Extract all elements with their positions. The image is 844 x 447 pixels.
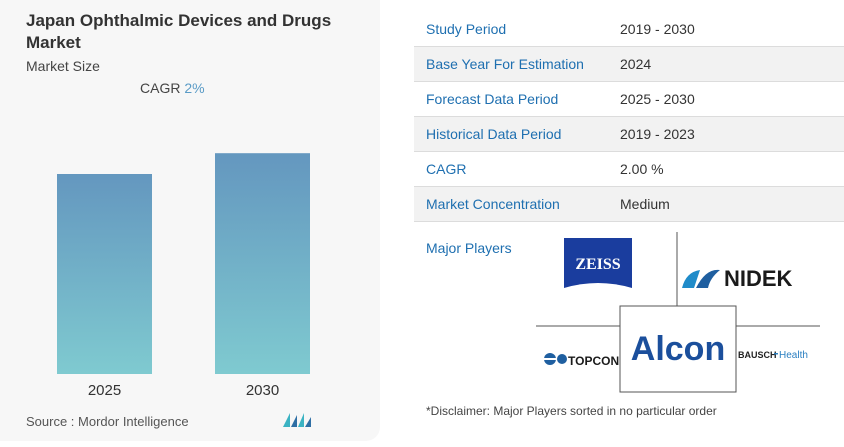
source-note: Source : Mordor Intelligence (26, 414, 189, 429)
table-key: Market Concentration (426, 196, 560, 212)
mordor-logo-icon (283, 413, 311, 427)
table-value: 2.00 % (620, 161, 664, 177)
bar-2025 (57, 174, 152, 374)
table-row: Market Concentration Medium (414, 187, 844, 222)
major-players-logos: ZEISS NIDEK TOPCON Alcon BAUSCH Health (536, 232, 820, 393)
table-row: CAGR 2.00 % (414, 152, 844, 187)
table-row: Base Year For Estimation 2024 (414, 47, 844, 82)
table-row: Study Period 2019 - 2030 (414, 12, 844, 47)
table-key: Study Period (426, 21, 507, 37)
nidek-text: NIDEK (724, 266, 793, 291)
table-key: Historical Data Period (426, 126, 562, 142)
cagr-label: CAGR 2% (140, 80, 205, 96)
table-value: 2025 - 2030 (620, 91, 695, 107)
cagr-value: 2% (184, 80, 205, 96)
zeiss-text: ZEISS (575, 256, 620, 273)
table-value: 2019 - 2023 (620, 126, 695, 142)
x-tick-label: 2025 (88, 382, 121, 399)
topcon-logo-icon: TOPCON (544, 353, 619, 368)
table-key: Forecast Data Period (426, 91, 559, 107)
alcon-logo-text: Alcon (631, 330, 725, 368)
bausch-text: BAUSCH (738, 350, 777, 360)
table-value: 2019 - 2030 (620, 21, 695, 37)
zeiss-logo-icon: ZEISS (564, 238, 632, 302)
disclaimer-note: *Disclaimer: Major Players sorted in no … (426, 404, 717, 418)
table-value: 2024 (620, 56, 652, 72)
table-row: Forecast Data Period 2025 - 2030 (414, 82, 844, 117)
table-key: Base Year For Estimation (426, 56, 584, 72)
chart-title: Japan Ophthalmic Devices and Drugs Marke… (26, 11, 332, 52)
major-players-label: Major Players (426, 240, 512, 256)
bar-2030 (215, 153, 310, 374)
bausch-health-logo-icon: BAUSCH Health (738, 350, 808, 361)
health-text: Health (779, 350, 808, 361)
table-row: Historical Data Period 2019 - 2023 (414, 117, 844, 152)
chart-panel: Japan Ophthalmic Devices and Drugs Marke… (0, 0, 380, 441)
chart-subtitle: Market Size (26, 58, 100, 74)
topcon-text: TOPCON (568, 354, 619, 368)
x-tick-label: 2030 (246, 382, 279, 399)
nidek-logo-icon: NIDEK (682, 266, 793, 291)
cagr-text: CAGR (140, 80, 181, 96)
bar-chart: 2025 2030 (57, 153, 310, 399)
table-value: Medium (620, 196, 670, 212)
market-facts-table: Study Period 2019 - 2030 Base Year For Est… (414, 12, 844, 222)
table-key: CAGR (426, 161, 467, 177)
